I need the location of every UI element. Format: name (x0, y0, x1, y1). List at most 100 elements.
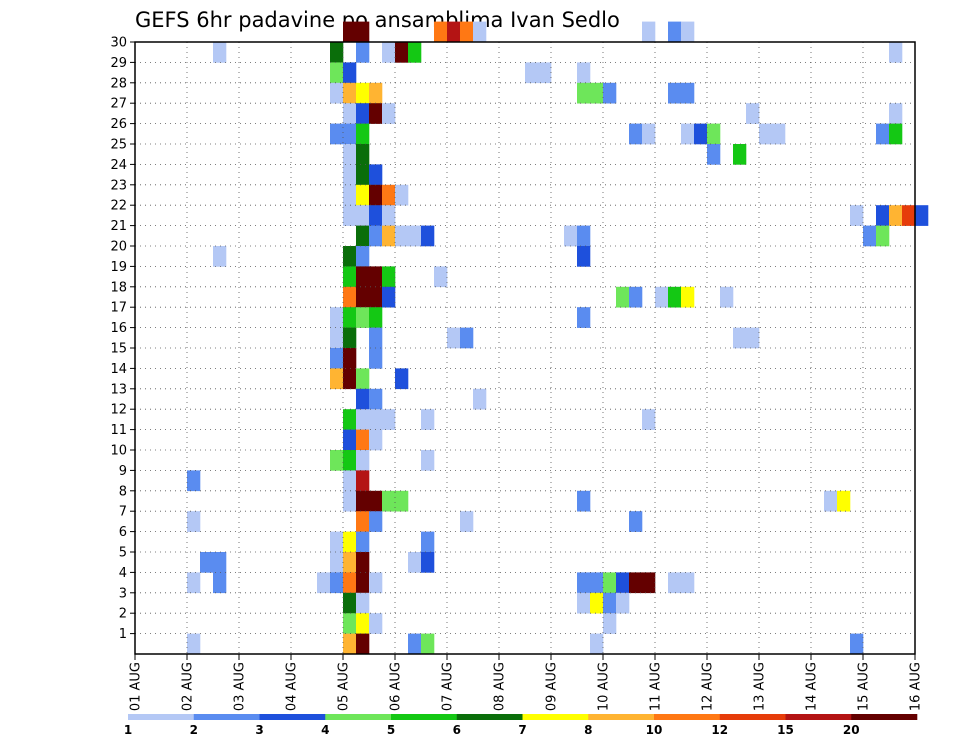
heatmap-cell (200, 552, 214, 573)
heatmap-cell (577, 307, 591, 328)
heatmap-cell (343, 184, 357, 206)
colorbar-label: 3 (255, 723, 263, 737)
y-tick-label: 20 (110, 240, 127, 255)
x-tick-label: 13 AUG (753, 662, 768, 711)
heatmap-cell (525, 62, 539, 84)
heatmap-cell (434, 21, 448, 43)
heatmap-cell (577, 225, 591, 247)
heatmap-cell (356, 246, 370, 267)
heatmap-cell (356, 144, 370, 165)
heatmap-cell (915, 205, 929, 226)
heatmap-cell (889, 42, 903, 63)
colorbar-swatch (522, 714, 589, 720)
heatmap-cell (369, 613, 383, 634)
cells-layer (187, 21, 929, 655)
heatmap-cell (330, 572, 344, 594)
heatmap-cell (343, 21, 357, 43)
heatmap-cell (837, 490, 851, 512)
heatmap-cell (369, 205, 383, 226)
heatmap-cell (382, 409, 396, 430)
heatmap-cell (889, 123, 903, 145)
heatmap-cell (356, 388, 370, 410)
heatmap-cell (694, 123, 708, 145)
y-tick-label: 23 (110, 178, 127, 193)
heatmap-cell (343, 531, 357, 553)
heatmap-cell (382, 225, 396, 247)
heatmap-cell (343, 592, 357, 614)
heatmap-cell (681, 286, 695, 308)
heatmap-cell (356, 470, 370, 492)
colorbar-label: 5 (387, 723, 395, 737)
colorbar-swatch (456, 714, 523, 720)
colorbar-swatch (654, 714, 721, 720)
y-tick-label: 14 (110, 362, 127, 377)
heatmap-cell (681, 572, 695, 594)
heatmap-cell (421, 450, 435, 471)
heatmap-cell (343, 552, 357, 573)
x-tick-label: 06 AUG (389, 662, 404, 711)
heatmap-cell (590, 592, 604, 614)
heatmap-cell (434, 266, 448, 288)
heatmap-cell (369, 266, 383, 288)
heatmap-cell (863, 225, 877, 247)
chart-title: GEFS 6hr padavine po ansamblima Ivan Sed… (135, 8, 620, 32)
heatmap-cell (746, 327, 760, 349)
y-tick-label: 12 (110, 403, 127, 418)
heatmap-cell (421, 633, 435, 655)
y-tick-label: 4 (119, 566, 127, 581)
heatmap-cell (330, 42, 344, 63)
heatmap-cell (668, 286, 682, 308)
y-axis: 1234567891011121314151617181920212223242… (110, 36, 135, 642)
heatmap-cell (421, 531, 435, 553)
colorbar-swatch (588, 714, 655, 720)
x-tick-label: 10 AUG (597, 662, 612, 711)
heatmap-cell (876, 123, 890, 145)
heatmap-cell (642, 409, 656, 430)
y-tick-label: 29 (110, 56, 127, 71)
heatmap-cell (564, 225, 578, 247)
heatmap-cell (629, 511, 643, 532)
heatmap-cell (382, 103, 396, 124)
heatmap-cell (447, 327, 461, 349)
heatmap-cell (889, 103, 903, 124)
heatmap-cell (343, 82, 357, 104)
heatmap-cell (369, 348, 383, 369)
heatmap-cell (330, 307, 344, 328)
grid-layer (135, 42, 915, 654)
heatmap-cell (356, 490, 370, 512)
heatmap-cell (642, 572, 656, 594)
x-tick-label: 04 AUG (285, 662, 300, 711)
heatmap-cell (603, 572, 617, 594)
heatmap-cell (369, 225, 383, 247)
heatmap-cell (356, 552, 370, 573)
heatmap-cell (603, 82, 617, 104)
heatmap-cell (343, 368, 357, 390)
heatmap-cell (382, 42, 396, 63)
heatmap-cell (356, 429, 370, 451)
heatmap-cell (187, 633, 201, 655)
heatmap-cell (343, 123, 357, 145)
heatmap-cell (395, 184, 409, 206)
heatmap-cell (330, 368, 344, 390)
heatmap-cell (356, 450, 370, 471)
heatmap-cell (707, 123, 721, 145)
heatmap-cell (447, 21, 461, 43)
heatmap-cell (395, 42, 409, 63)
heatmap-cell (421, 409, 435, 430)
heatmap-cell (356, 592, 370, 614)
heatmap-cell (369, 184, 383, 206)
heatmap-cell (356, 613, 370, 634)
colorbar-swatch (193, 714, 260, 720)
heatmap-cell (720, 286, 734, 308)
heatmap-cell (850, 633, 864, 655)
heatmap-cell (369, 103, 383, 124)
heatmap-cell (616, 592, 630, 614)
colorbar-label: 7 (518, 723, 526, 737)
colorbar-label: 15 (777, 723, 794, 737)
heatmap-cell (356, 409, 370, 430)
heatmap-cell (395, 225, 409, 247)
colorbar-label: 1 (124, 723, 132, 737)
x-axis: 01 AUG 02 AUG 03 AUG 04 AUG 05 AUG 06 AUG 07 A… (129, 654, 924, 711)
heatmap-cell (343, 266, 357, 288)
heatmap-cell (330, 348, 344, 369)
